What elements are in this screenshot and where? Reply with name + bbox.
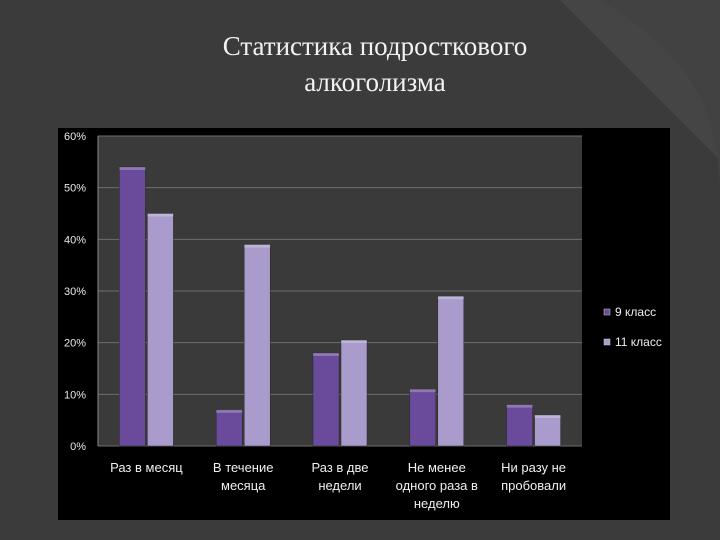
y-tick-label: 50% [64, 183, 86, 195]
bar-highlight [437, 296, 464, 300]
x-tick-label: Раз в две [312, 460, 369, 475]
legend-label: 11 класс [615, 335, 662, 349]
bar-highlight [216, 409, 243, 413]
bar [506, 404, 533, 447]
x-tick-label: одного раза в [396, 478, 478, 493]
slide-title: Статистика подросткового алкоголизма [150, 28, 600, 100]
x-tick-label: неделю [414, 496, 460, 511]
y-tick-label: 10% [64, 389, 86, 401]
bar [437, 295, 465, 447]
y-tick-label: 60% [64, 131, 86, 143]
bar [215, 409, 243, 447]
bar-highlight [244, 244, 271, 248]
x-tick-label: недели [318, 478, 361, 493]
bar-highlight [119, 167, 146, 170]
bar-highlight [147, 213, 174, 217]
x-tick-label: месяца [221, 478, 266, 493]
bar-highlight [534, 415, 561, 418]
y-tick-label: 0% [70, 441, 86, 453]
bar [243, 244, 271, 447]
y-tick-label: 20% [64, 338, 86, 350]
y-tick-label: 30% [64, 286, 86, 298]
bar [340, 339, 368, 447]
legend-label: 9 класс [615, 305, 656, 319]
x-tick-label: Не менее [408, 460, 466, 475]
bar [409, 388, 437, 447]
bar [147, 213, 174, 447]
x-tick-label: пробовали [501, 478, 566, 493]
title-line-1: Статистика подросткового [222, 31, 528, 61]
title-line-2: алкоголизма [304, 67, 446, 97]
x-tick-label: В течение [213, 460, 274, 475]
bar [534, 414, 561, 447]
bar-highlight [313, 353, 339, 356]
legend-swatch [603, 338, 611, 346]
bar [312, 352, 340, 447]
chart-area: 0% 10% 20% 30% 40% 50% 60% Раз в месяц В течени… [58, 128, 670, 520]
bar [119, 166, 146, 447]
x-tick-label: Раз в месяц [110, 460, 183, 475]
bar-highlight [506, 404, 533, 408]
bar-chart: 0% 10% 20% 30% 40% 50% 60% Раз в месяц В течени… [64, 131, 662, 511]
y-tick-label: 40% [64, 234, 86, 246]
legend-swatch [603, 308, 611, 316]
bar-highlight [341, 340, 367, 344]
bar-highlight [409, 389, 436, 393]
x-tick-label: Ни разу не [501, 460, 566, 475]
